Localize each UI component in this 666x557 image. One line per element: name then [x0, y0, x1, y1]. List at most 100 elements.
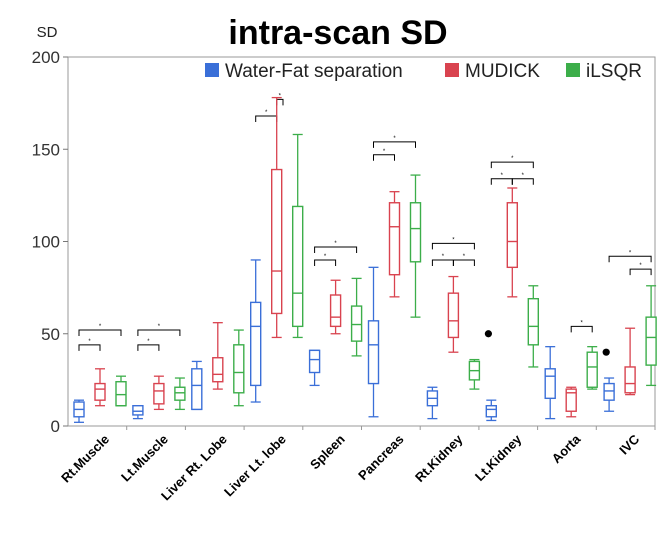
bracket-line: [452, 259, 475, 266]
iqr-box: [191, 368, 203, 411]
x-category-label: IVC: [616, 431, 642, 457]
significance-star: *: [501, 173, 504, 179]
chart-title: intra-scan SD: [228, 14, 447, 52]
significance-star: *: [158, 324, 161, 330]
iqr-box: [308, 349, 321, 374]
significance-star: *: [581, 320, 584, 326]
significance-bracket: *: [137, 339, 160, 351]
legend-swatch: [205, 63, 219, 77]
significance-bracket: *: [373, 149, 395, 161]
significance-bracket: *: [276, 93, 284, 106]
box-water-fat-separation-5: [367, 266, 380, 418]
significance-bracket: *: [570, 320, 593, 333]
iqr-box: [645, 316, 657, 366]
iqr-box: [249, 301, 262, 387]
significance-star: *: [522, 173, 525, 179]
iqr-box: [624, 366, 636, 394]
bracket-line: [78, 344, 101, 351]
significance-bracket: *: [452, 254, 475, 266]
iqr-box: [115, 381, 127, 407]
significance-bracket: *: [629, 263, 652, 276]
box-water-fat-separation-4: [308, 349, 321, 387]
bracket-line: [629, 268, 652, 276]
bracket-line: [314, 259, 337, 266]
significance-star: *: [334, 241, 337, 247]
significance-bracket: *: [78, 339, 101, 351]
significance-star: *: [147, 339, 150, 345]
y-tick-label: 150: [32, 140, 60, 159]
significance-bracket: *: [431, 254, 454, 266]
box-ilsqr-8: [586, 346, 598, 390]
box-ilsqr-7: [527, 285, 539, 368]
box-water-fat-separation-2: [191, 360, 203, 411]
iqr-box: [132, 405, 144, 416]
y-tick-label: 0: [51, 417, 60, 436]
box-mudick-3: [271, 96, 283, 339]
bracket-line: [490, 178, 513, 185]
iqr-box: [153, 382, 165, 405]
box-mudick-5: [388, 191, 401, 298]
iqr-box: [367, 320, 380, 385]
box-ilsqr-6: [468, 358, 481, 390]
significance-star: *: [452, 237, 455, 243]
significance-star: *: [99, 324, 102, 330]
box-mudick-4: [329, 279, 342, 335]
iqr-box: [527, 297, 539, 346]
iqr-box: [174, 386, 186, 401]
legend-label: Water-Fat separation: [225, 61, 403, 82]
legend-label: iLSQR: [586, 61, 642, 82]
bracket-line: [608, 255, 652, 263]
box-water-fat-separation-8: [544, 346, 556, 420]
box-water-fat-separation-0: [73, 399, 85, 423]
significance-star: *: [279, 93, 282, 99]
bracket-line: [78, 329, 122, 337]
box-water-fat-separation-7: [485, 399, 497, 422]
significance-bracket: *: [431, 237, 475, 250]
box-water-fat-separation-9: [603, 377, 615, 412]
plot-area: [67, 56, 656, 427]
x-category-label: Spleen: [307, 431, 348, 472]
y-tick-label: 200: [32, 48, 60, 67]
box-mudick-9: [624, 327, 636, 396]
box-mudick-2: [212, 322, 224, 390]
x-category-label: Aorta: [549, 431, 584, 466]
significance-star: *: [629, 250, 632, 256]
bracket-line: [490, 161, 534, 169]
iqr-box: [292, 205, 304, 328]
box-ilsqr-0: [115, 375, 127, 407]
iqr-box: [212, 357, 224, 383]
legend: Water-Fat separation MUDICK iLSQR: [205, 61, 642, 82]
x-category-label: Pancreas: [355, 432, 406, 483]
y-tick-label: 50: [41, 325, 60, 344]
bracket-line: [276, 98, 284, 106]
iqr-box: [388, 202, 401, 276]
box-water-fat-separation-1: [132, 405, 144, 420]
box-ilsqr-3: [292, 133, 304, 339]
iqr-box: [506, 202, 518, 269]
box-mudick-6: [447, 275, 460, 353]
box-ilsqr-9: [645, 285, 657, 387]
iqr-box: [233, 344, 245, 394]
bracket-line: [431, 242, 475, 250]
significance-star: *: [442, 254, 445, 260]
box-ilsqr-4: [350, 277, 363, 357]
significance-brackets: * * * * * * * * * * * * * * * * * * *: [78, 93, 652, 351]
significance-bracket: *: [314, 241, 358, 254]
outlier-point: [484, 330, 492, 338]
bracket-line: [255, 115, 278, 123]
legend-label: MUDICK: [465, 61, 540, 82]
y-axis: 0 50 100 150 200: [32, 48, 68, 436]
significance-bracket: *: [255, 110, 278, 123]
significance-star: *: [265, 110, 268, 116]
iqr-box: [350, 305, 363, 342]
bracket-line: [137, 329, 181, 337]
iqr-box: [485, 405, 497, 418]
box-water-fat-separation-6: [426, 386, 439, 420]
bracket-line: [511, 178, 534, 185]
legend-swatch: [445, 63, 459, 77]
significance-star: *: [383, 149, 386, 155]
significance-bracket: *: [608, 250, 652, 263]
bracket-line: [373, 154, 395, 161]
